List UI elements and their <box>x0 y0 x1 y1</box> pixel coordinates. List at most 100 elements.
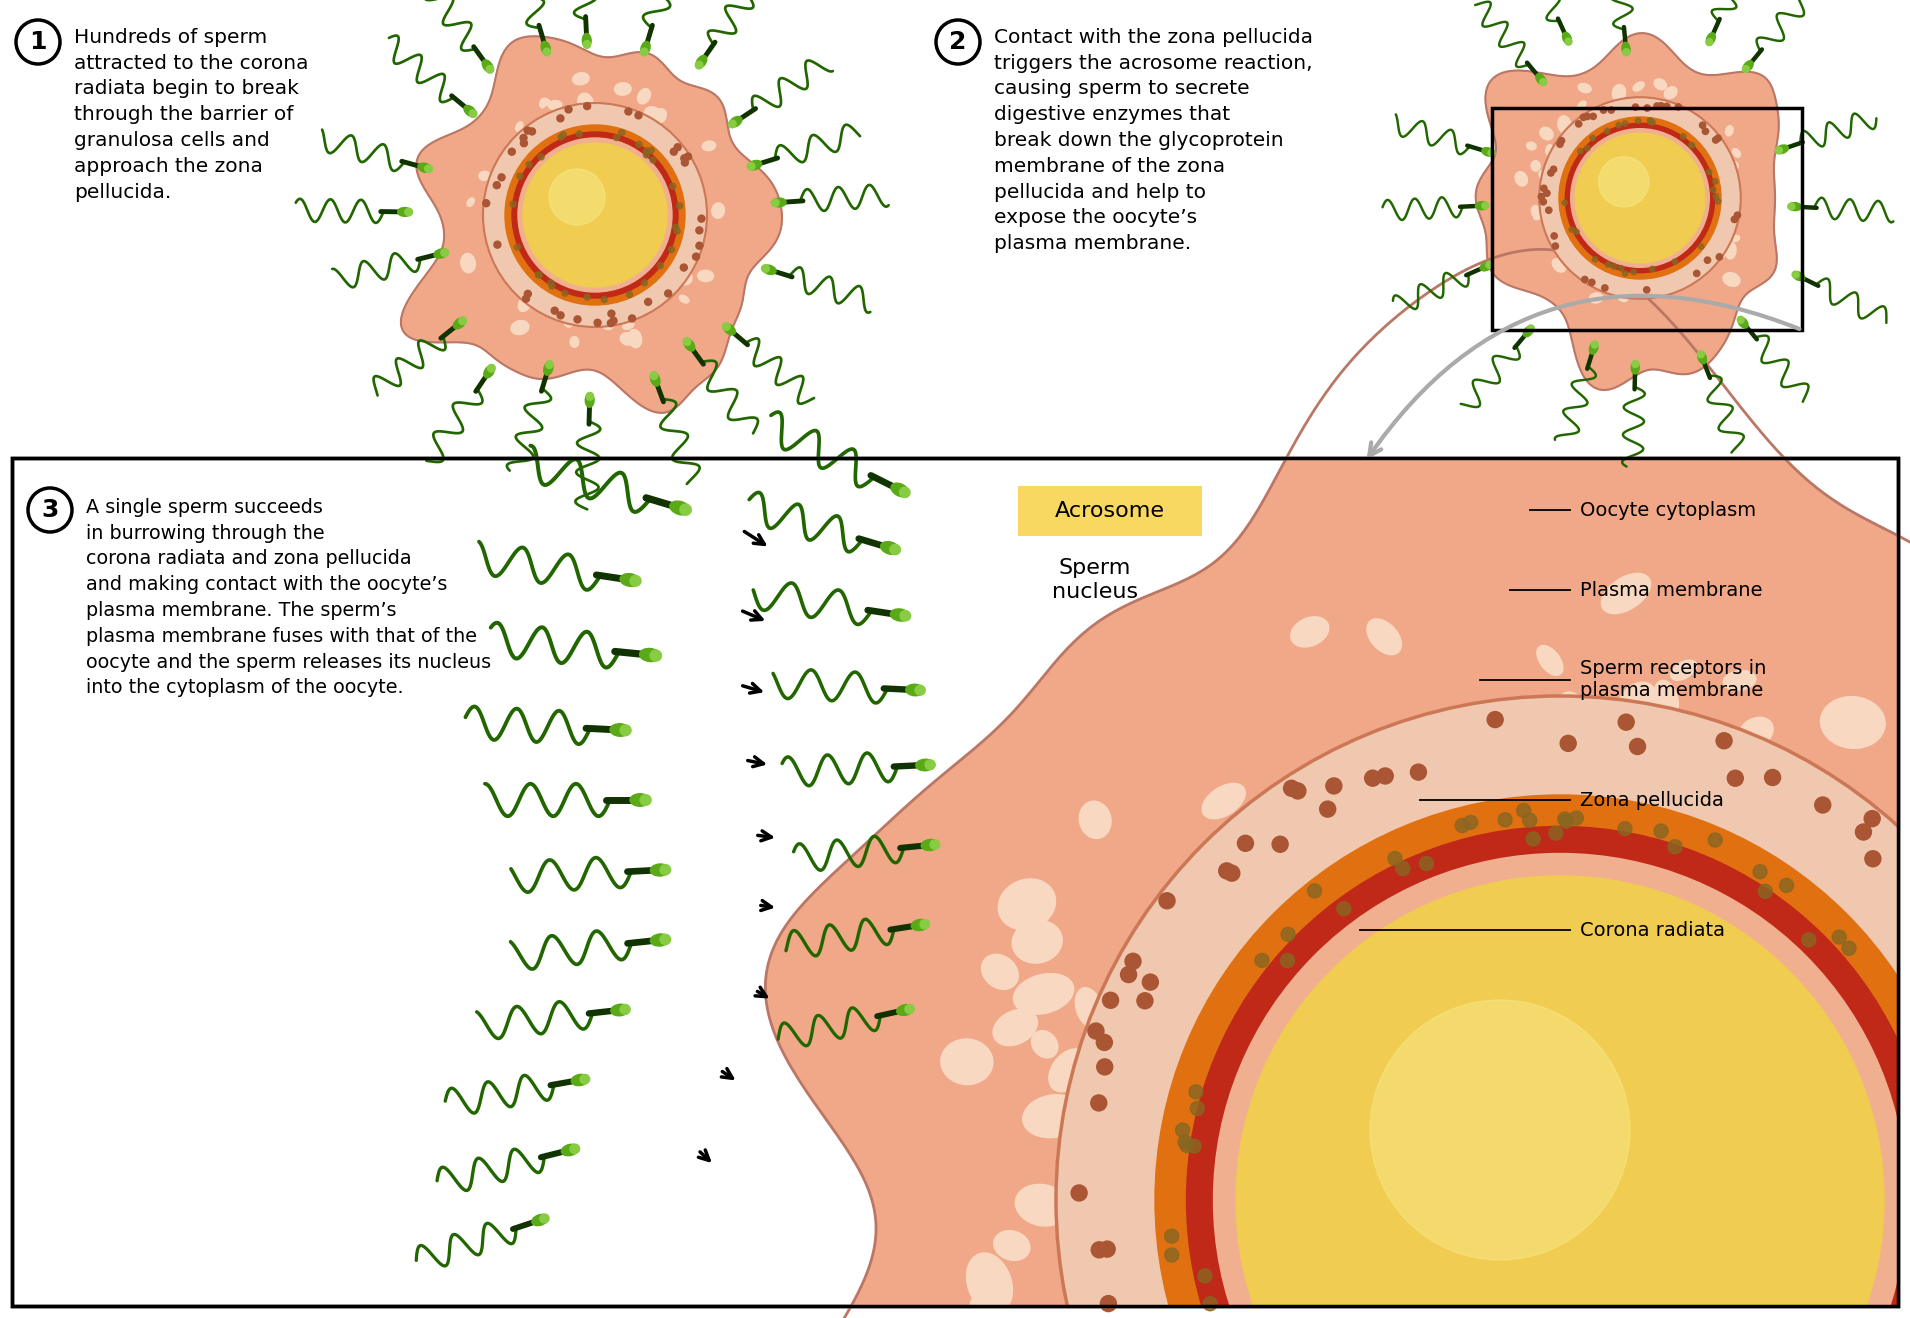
Ellipse shape <box>905 1004 915 1014</box>
Circle shape <box>594 319 602 327</box>
Circle shape <box>512 132 678 298</box>
Circle shape <box>1389 851 1402 866</box>
Circle shape <box>647 148 655 153</box>
Ellipse shape <box>1732 236 1740 241</box>
Ellipse shape <box>703 141 716 150</box>
Ellipse shape <box>1589 293 1602 303</box>
Circle shape <box>1704 257 1711 264</box>
Ellipse shape <box>747 162 754 170</box>
Circle shape <box>537 273 542 278</box>
Ellipse shape <box>680 503 691 515</box>
Circle shape <box>552 307 558 314</box>
Ellipse shape <box>1742 66 1750 72</box>
Circle shape <box>1765 770 1780 786</box>
Circle shape <box>1559 815 1574 828</box>
Circle shape <box>1410 764 1427 780</box>
Circle shape <box>1654 103 1660 109</box>
Circle shape <box>584 103 590 109</box>
Circle shape <box>1629 738 1646 754</box>
Circle shape <box>1570 227 1574 232</box>
Ellipse shape <box>890 544 900 555</box>
Ellipse shape <box>670 501 690 515</box>
Circle shape <box>693 253 699 260</box>
Circle shape <box>644 148 649 154</box>
Ellipse shape <box>1698 352 1706 364</box>
Circle shape <box>619 129 625 136</box>
Ellipse shape <box>621 1004 630 1015</box>
Circle shape <box>670 183 676 190</box>
Circle shape <box>562 290 567 297</box>
Circle shape <box>1125 953 1140 969</box>
Circle shape <box>1633 104 1639 111</box>
Ellipse shape <box>569 336 579 347</box>
Circle shape <box>625 108 632 115</box>
Circle shape <box>1096 1058 1114 1075</box>
Circle shape <box>1864 851 1881 867</box>
Ellipse shape <box>516 121 523 132</box>
Circle shape <box>518 173 523 179</box>
Ellipse shape <box>1631 361 1639 374</box>
Ellipse shape <box>911 920 928 931</box>
Circle shape <box>682 159 688 166</box>
Text: A single sperm succeeds
in burrowing through the
corona radiata and zona pelluci: A single sperm succeeds in burrowing thr… <box>86 498 491 697</box>
Ellipse shape <box>1612 84 1625 101</box>
Ellipse shape <box>600 315 613 330</box>
Ellipse shape <box>915 759 934 771</box>
Circle shape <box>577 130 583 137</box>
Ellipse shape <box>966 1253 1012 1314</box>
Ellipse shape <box>1016 1185 1070 1226</box>
Circle shape <box>1604 128 1610 133</box>
Circle shape <box>1675 104 1681 111</box>
Circle shape <box>1539 199 1547 206</box>
Circle shape <box>1658 103 1664 109</box>
Ellipse shape <box>1788 203 1795 210</box>
Circle shape <box>684 153 691 159</box>
Circle shape <box>1282 928 1295 941</box>
Circle shape <box>1618 714 1635 730</box>
Circle shape <box>1753 865 1767 879</box>
Ellipse shape <box>434 249 447 258</box>
Circle shape <box>1186 826 1910 1318</box>
Circle shape <box>548 279 554 286</box>
Circle shape <box>680 264 688 272</box>
Ellipse shape <box>1738 318 1748 328</box>
Circle shape <box>483 200 489 207</box>
Ellipse shape <box>653 108 667 123</box>
Ellipse shape <box>584 393 594 407</box>
Ellipse shape <box>1049 1049 1089 1091</box>
Text: 3: 3 <box>42 498 59 522</box>
Circle shape <box>1547 170 1555 177</box>
Ellipse shape <box>680 295 690 303</box>
Circle shape <box>1566 124 1715 273</box>
Ellipse shape <box>424 165 432 173</box>
Circle shape <box>1098 1242 1115 1257</box>
Circle shape <box>1576 133 1706 262</box>
Circle shape <box>1100 1296 1117 1311</box>
Ellipse shape <box>684 337 691 345</box>
Bar <box>1492 108 1801 330</box>
Ellipse shape <box>453 318 466 328</box>
Ellipse shape <box>541 41 550 55</box>
Circle shape <box>1553 243 1559 249</box>
Ellipse shape <box>900 610 911 621</box>
Circle shape <box>1559 137 1564 144</box>
Circle shape <box>1545 207 1553 214</box>
Circle shape <box>1698 244 1704 249</box>
Circle shape <box>1708 833 1723 847</box>
Ellipse shape <box>1776 145 1788 154</box>
Ellipse shape <box>661 934 670 945</box>
Circle shape <box>672 224 678 231</box>
Circle shape <box>1570 129 1709 268</box>
Circle shape <box>1622 121 1627 127</box>
Circle shape <box>674 228 680 235</box>
Ellipse shape <box>571 1074 588 1086</box>
Ellipse shape <box>1528 326 1534 332</box>
Circle shape <box>634 112 642 119</box>
Ellipse shape <box>563 316 573 327</box>
Ellipse shape <box>1539 171 1547 181</box>
Ellipse shape <box>1539 128 1553 140</box>
Text: 2: 2 <box>949 30 966 54</box>
Circle shape <box>1497 813 1513 826</box>
Ellipse shape <box>762 265 775 274</box>
Ellipse shape <box>1774 148 1782 154</box>
